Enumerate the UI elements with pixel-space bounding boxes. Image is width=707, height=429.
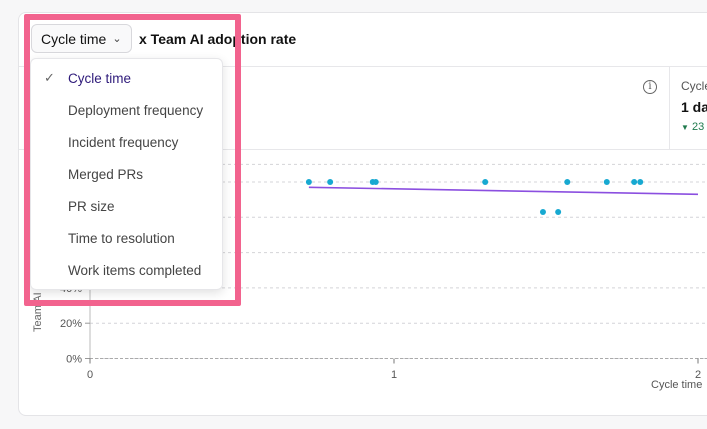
menu-item-label: Merged PRs: [68, 166, 144, 182]
stat-cycle-time: Cycle time 1 day ▼ 23: [681, 79, 707, 133]
menu-item-time-to-resolution[interactable]: Time to resolution: [31, 222, 222, 254]
metric-dropdown-menu: ✓ Cycle time Deployment frequency Incident …: [30, 58, 223, 290]
triangle-down-icon: ▼: [681, 123, 689, 132]
data-point: [372, 179, 379, 185]
data-point: [539, 209, 546, 216]
x-axis-label: Cycle time: [651, 379, 702, 391]
data-point: [482, 179, 489, 185]
menu-item-label: Incident frequency: [68, 134, 179, 150]
menu-item-label: Cycle time: [68, 70, 132, 86]
info-icon[interactable]: i: [643, 80, 657, 94]
menu-item-incident-frequency[interactable]: Incident frequency: [31, 126, 222, 158]
menu-item-deployment-frequency[interactable]: Deployment frequency: [31, 94, 222, 126]
check-icon: ✓: [44, 70, 55, 85]
data-point: [631, 179, 638, 185]
menu-item-merged-prs[interactable]: Merged PRs: [31, 158, 222, 190]
data-point: [327, 179, 334, 185]
menu-item-label: Work items completed: [68, 262, 202, 278]
stat-delta-value: 23: [691, 121, 705, 133]
menu-item-label: Time to resolution: [68, 230, 175, 246]
stat-value: 1 day: [681, 99, 707, 115]
metric-select-value: Cycle time: [41, 30, 107, 47]
x-tick-label: 1: [391, 369, 397, 381]
menu-item-label: PR size: [68, 198, 115, 214]
y-tick-label: 0%: [66, 354, 82, 366]
x-tick-label: 2: [695, 369, 701, 381]
y-tick-label: 20%: [60, 318, 82, 330]
stat-delta: ▼ 23: [681, 121, 707, 133]
x-tick-label: 0: [87, 369, 93, 381]
menu-item-cycle-time[interactable]: ✓ Cycle time: [31, 62, 222, 94]
divider: [19, 66, 707, 67]
data-point: [637, 179, 644, 185]
menu-item-work-items-completed[interactable]: Work items completed: [31, 254, 222, 286]
menu-item-pr-size[interactable]: PR size: [31, 190, 222, 222]
divider: [19, 149, 707, 150]
data-point: [603, 179, 610, 185]
menu-item-label: Deployment frequency: [68, 102, 204, 118]
data-point: [305, 179, 312, 185]
divider: [669, 66, 670, 149]
metric-select[interactable]: Cycle time ⌄: [31, 24, 132, 53]
trend-line: [308, 186, 699, 196]
comparison-label: x Team AI adoption rate: [139, 31, 297, 47]
data-point: [555, 209, 562, 216]
data-point: [564, 179, 571, 185]
stat-title: Cycle time: [681, 79, 707, 93]
chevron-down-icon: ⌄: [112, 33, 122, 45]
